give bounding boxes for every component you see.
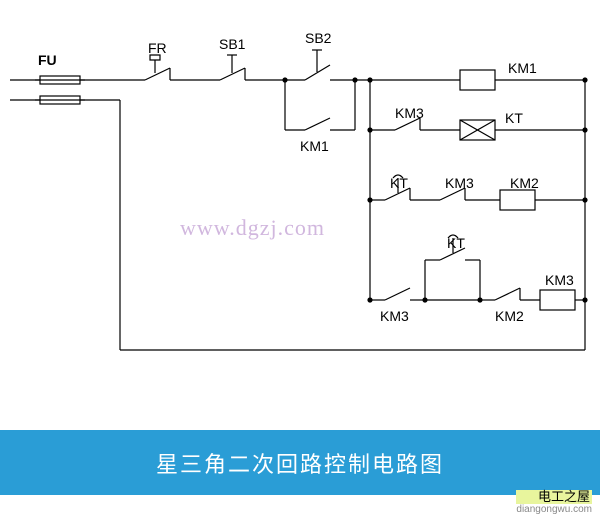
label-km3-contact: KM3: [380, 308, 409, 324]
watermark: www.dgzj.com: [180, 215, 325, 241]
label-kt-no: KT: [447, 235, 465, 251]
label-fu: FU: [38, 52, 57, 68]
label-km2-nc: KM2: [495, 308, 524, 324]
label-km1-coil: KM1: [508, 60, 537, 76]
label-km3-nc2: KM3: [445, 175, 474, 191]
label-km1-contact: KM1: [300, 138, 329, 154]
title-banner: 星三角二次回路控制电路图: [0, 430, 600, 495]
banner-title: 星三角二次回路控制电路图: [156, 447, 444, 479]
source-url: diangongwu.com: [516, 504, 592, 515]
label-kt-coil: KT: [505, 110, 523, 126]
label-kt-nc: KT: [390, 175, 408, 191]
source-attribution: 电工之屋 diangongwu.com: [516, 490, 592, 515]
circuit-diagram: FU FR SB1 SB2 KM1 KM1 KM3 KT KT KM3 KM2 …: [0, 0, 600, 420]
source-title: 电工之屋: [516, 490, 592, 504]
label-km3-nc1: KM3: [395, 105, 424, 121]
label-sb1: SB1: [219, 36, 245, 52]
label-sb2: SB2: [305, 30, 331, 46]
label-km2-coil: KM2: [510, 175, 539, 191]
label-km3-coil: KM3: [545, 272, 574, 288]
label-fr: FR: [148, 40, 167, 56]
